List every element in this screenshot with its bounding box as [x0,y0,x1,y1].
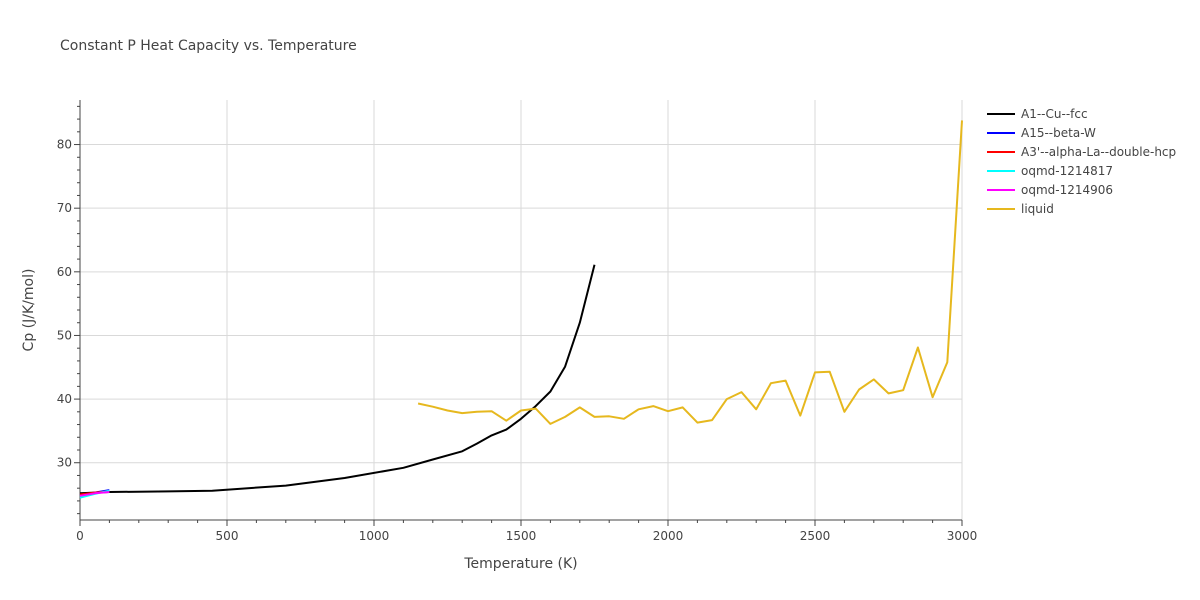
y-tick-label: 70 [57,201,72,215]
x-tick-label: 0 [76,529,84,543]
x-tick-label: 1000 [359,529,390,543]
y-tick-label: 40 [57,392,72,406]
grid [80,100,963,520]
legend-label: A1--Cu--fcc [1021,107,1088,121]
x-tick-label: 1500 [506,529,537,543]
y-tick-label: 50 [57,328,72,342]
legend-label: oqmd-1214906 [1021,183,1113,197]
legend-label: A3'--alpha-La--double-hcp [1021,145,1176,159]
series-layer [79,120,963,499]
y-tick-label: 60 [57,265,72,279]
x-tick-label: 500 [216,529,239,543]
legend-item[interactable]: A3'--alpha-La--double-hcp [987,145,1176,159]
x-axis-title: Temperature (K) [463,556,577,572]
x-tick-label: 3000 [947,529,978,543]
legend-item[interactable]: oqmd-1214906 [987,183,1113,197]
series-line-0 [79,264,596,495]
axes: 0 500 1000 1500 2000 2500 3000 30 40 50 60 70 80 [57,100,978,543]
legend-item[interactable]: oqmd-1214817 [987,164,1113,178]
legend-item[interactable]: A15--beta-W [987,126,1096,140]
series-line-4 [79,491,110,497]
series-line-5 [417,120,963,425]
x-tick-label: 2000 [653,529,684,543]
y-axis-title: Cp (J/K/mol) [21,269,37,352]
legend-label: liquid [1021,202,1054,216]
chart-title: Constant P Heat Capacity vs. Temperature [60,38,357,54]
legend-item[interactable]: A1--Cu--fcc [987,107,1088,121]
y-tick-label: 80 [57,138,72,152]
legend[interactable]: A1--Cu--fcc A15--beta-W A3'--alpha-La--dou… [987,107,1176,216]
legend-label: A15--beta-W [1021,126,1096,140]
legend-item[interactable]: liquid [987,202,1054,216]
y-tick-label: 30 [57,456,72,470]
x-tick-label: 2500 [800,529,831,543]
legend-label: oqmd-1214817 [1021,164,1113,178]
